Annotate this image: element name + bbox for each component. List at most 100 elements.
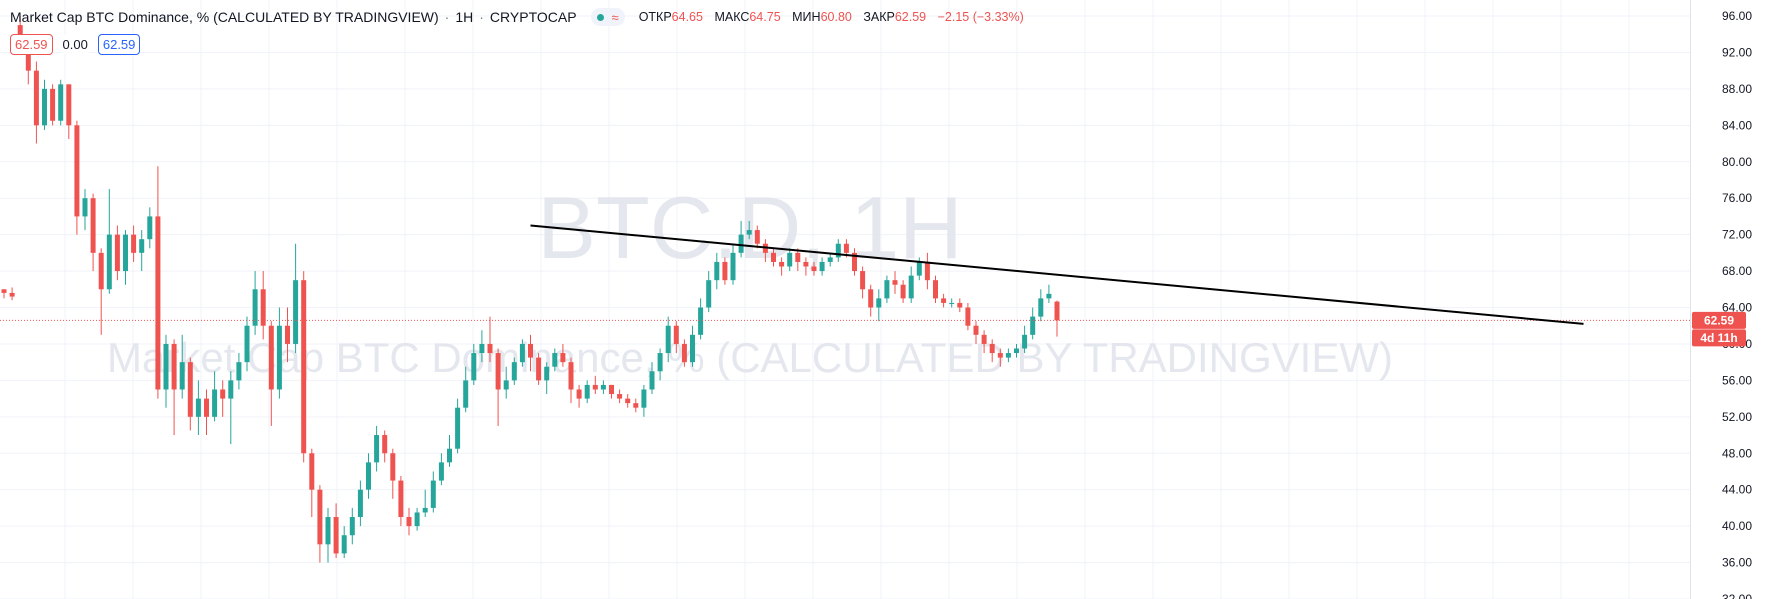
price-badges: 62.59 0.00 62.59 (10, 34, 141, 55)
candle-body (147, 216, 153, 240)
candle (58, 79, 64, 126)
candle-body (609, 384, 614, 395)
candle (730, 243, 736, 285)
candle (835, 239, 841, 262)
candle (463, 366, 469, 413)
candle (90, 193, 96, 272)
candle (471, 343, 477, 385)
candle (665, 316, 671, 363)
candle-body (33, 70, 39, 126)
candle-body (941, 298, 947, 303)
candle-body (325, 517, 331, 545)
candle (860, 266, 866, 299)
candle (495, 348, 501, 426)
interval-label[interactable]: 1H (455, 9, 474, 25)
candle-body (916, 261, 922, 276)
symbol-title[interactable]: Market Cap BTC Dominance, % (CALCULATED … (10, 9, 439, 25)
candle-body (179, 362, 185, 390)
candle (195, 380, 201, 436)
market-status[interactable]: ≈ (590, 8, 625, 26)
candle-body (738, 234, 744, 253)
candle (673, 321, 679, 354)
candle (633, 398, 639, 413)
price-badge-left[interactable]: 62.59 (10, 34, 53, 55)
price-axis[interactable]: 96.00 92.00 88.00 84.00 80.00 76.00 72.00 68.00… (1722, 9, 1752, 599)
candle-body (228, 380, 234, 399)
candle-body (973, 325, 979, 335)
candle (722, 257, 728, 285)
candle-body (900, 284, 906, 299)
candle-body (933, 280, 938, 299)
candle-body (155, 216, 161, 390)
candle-body (195, 398, 201, 417)
candle (414, 507, 420, 531)
candle (357, 480, 363, 527)
candle-body (811, 266, 817, 272)
close-value: 62.59 (894, 10, 927, 24)
candle-body (681, 343, 687, 363)
candle (957, 298, 963, 313)
candle-body (771, 252, 776, 262)
candle (576, 384, 582, 408)
candle (374, 425, 380, 472)
candle (552, 348, 558, 372)
last-price-tag (1692, 311, 1746, 329)
candle (852, 248, 857, 276)
candle (536, 353, 542, 385)
candle (98, 248, 104, 335)
candle-body (843, 243, 849, 253)
candle-body (924, 261, 930, 281)
candle-body (9, 292, 15, 297)
candle (50, 84, 56, 126)
candle (139, 230, 145, 272)
candle-body (487, 343, 493, 354)
candle-body (617, 394, 623, 399)
candle (989, 339, 995, 363)
candle (155, 166, 161, 399)
candle-body (981, 334, 987, 344)
candle-body (884, 280, 890, 299)
candle-body (835, 243, 841, 258)
candle-body (455, 407, 461, 449)
candle (244, 316, 250, 372)
candle (66, 84, 72, 139)
candle (771, 248, 776, 267)
watermark: BTC.D, 1H Market Cap BTC Dominance, % (C… (107, 178, 1393, 381)
candle (609, 384, 614, 399)
candle (600, 380, 606, 395)
candle-body (600, 384, 606, 390)
candle (204, 389, 209, 436)
candle (908, 266, 914, 303)
low-value: 60.80 (820, 10, 852, 24)
candle (973, 321, 979, 344)
candle-body (341, 535, 347, 554)
candle-body (139, 239, 145, 253)
candle (1054, 300, 1060, 337)
candle (349, 507, 355, 545)
candle-body (868, 289, 874, 308)
candle (301, 271, 307, 463)
candle (706, 271, 712, 313)
candle-body (1046, 293, 1052, 299)
low-label: МИН (792, 10, 821, 24)
candle (698, 298, 704, 340)
candle-body (309, 453, 315, 490)
candle-body (787, 252, 793, 267)
candle (317, 485, 323, 563)
candle-body (690, 334, 695, 363)
candle-body (997, 353, 1003, 358)
trendline[interactable] (530, 224, 1584, 325)
candle-body (665, 325, 671, 354)
candle (997, 348, 1003, 367)
candle-body (641, 389, 647, 408)
candle (268, 321, 274, 426)
candle (738, 220, 744, 258)
candle-body (633, 403, 639, 408)
status-dot-icon (596, 13, 604, 21)
price-badge-right[interactable]: 62.59 (97, 34, 141, 55)
candle (1038, 289, 1044, 322)
candle-body (114, 234, 120, 272)
candle (333, 503, 339, 559)
candle-body (463, 380, 469, 408)
